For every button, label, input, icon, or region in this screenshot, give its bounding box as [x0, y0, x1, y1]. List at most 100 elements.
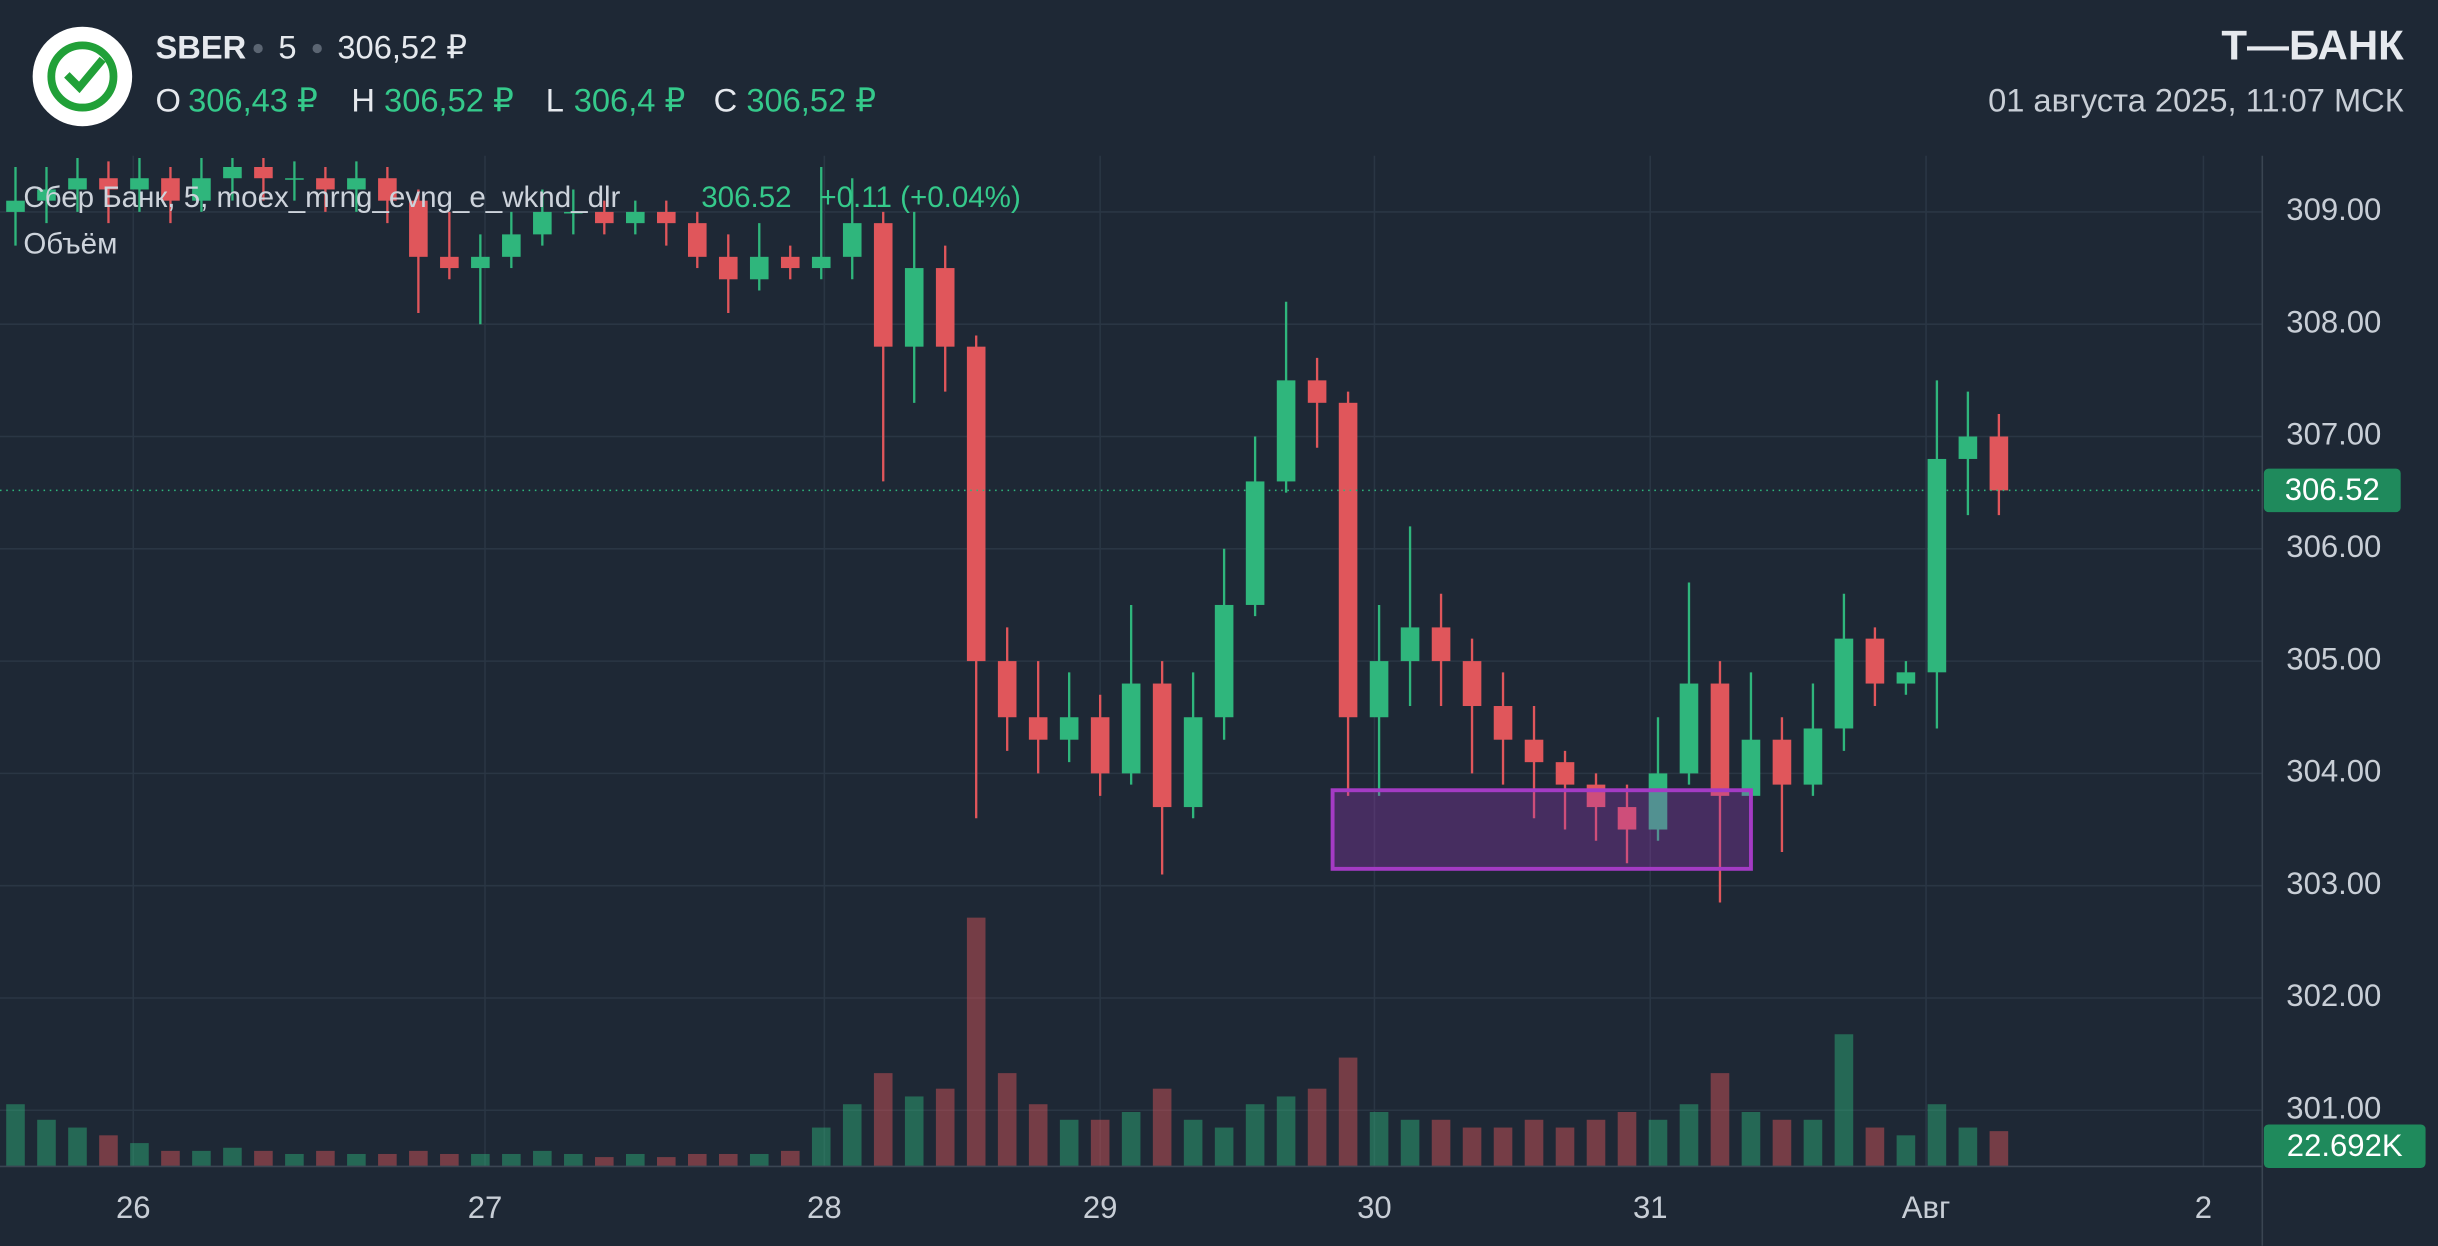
candle-body [192, 178, 211, 201]
candle-body [873, 223, 893, 347]
ohlc-value: 306,43 ₽ [188, 82, 318, 119]
y-tick-label: 303.00 [2286, 866, 2381, 901]
range-box [1330, 788, 1753, 871]
candle-body [68, 178, 87, 190]
candle-body [595, 211, 614, 224]
logo-check [64, 56, 106, 94]
candle-body [378, 178, 397, 201]
volume-bar [749, 1153, 769, 1167]
volume-bar [656, 1157, 676, 1167]
candle-body [749, 256, 769, 280]
legend-title: Сбер Банк, 5, moex_mrng_evng_e_wknd_dlr [23, 181, 620, 214]
ohlc-value: 306,52 ₽ [384, 82, 514, 119]
candle-body [1276, 380, 1296, 482]
last-price-badge [2263, 468, 2401, 513]
volume-bar [285, 1153, 304, 1167]
candle-body [1958, 436, 1978, 459]
candle-body [99, 178, 118, 190]
candle-body [285, 178, 304, 180]
volume-bar [1059, 1119, 1079, 1167]
ohlc-value: 306,52 ₽ [746, 82, 876, 119]
volume-bar [1710, 1073, 1730, 1167]
candle-body [1648, 773, 1668, 830]
volume-bar [842, 1104, 862, 1167]
candle-body [1028, 717, 1048, 740]
volume-bar [6, 1104, 25, 1167]
volume-bar [1617, 1111, 1637, 1167]
candle-body [626, 211, 645, 224]
last-price-label: 306.52 [2285, 472, 2380, 507]
volume-bar [1958, 1127, 1978, 1167]
volume-bar [1555, 1127, 1575, 1167]
volume-bar [99, 1135, 118, 1167]
logo [32, 26, 133, 127]
separator-dot [312, 43, 322, 54]
volume-bar [904, 1096, 924, 1167]
volume-bar [471, 1153, 490, 1167]
candle-body [533, 211, 552, 235]
candle-body [1431, 627, 1451, 662]
ohlc-label: H [351, 82, 375, 119]
volume-bar [378, 1153, 397, 1167]
candle-body [1741, 739, 1761, 796]
candle-body [1555, 762, 1575, 785]
candle-body [161, 178, 180, 201]
volume-bar [1741, 1111, 1761, 1167]
candle-body [1121, 683, 1141, 774]
volume-bar [780, 1150, 800, 1167]
candle-body [1338, 402, 1358, 718]
volume-bar [1338, 1057, 1358, 1167]
candle-body [223, 166, 242, 179]
candle-body [1152, 683, 1172, 808]
candle-body [1307, 380, 1327, 403]
plot-area [0, 155, 2263, 1167]
volume-label: 22.692K [2287, 1128, 2403, 1163]
volume-bar [935, 1088, 955, 1167]
candle-body [1524, 739, 1544, 763]
volume-bar [687, 1153, 707, 1167]
volume-bar [626, 1153, 645, 1167]
candle-body [1679, 683, 1699, 774]
candle-body [1803, 728, 1823, 785]
volume-bar [1896, 1135, 1916, 1167]
volume-bar [997, 1073, 1017, 1167]
candle-body [1369, 661, 1389, 718]
x-tick-label: 30 [1357, 1190, 1392, 1225]
y-tick-label: 306.00 [2286, 529, 2381, 564]
candle-body [440, 256, 459, 269]
volume-bar [966, 917, 986, 1167]
ohlc-value: 306,4 ₽ [574, 82, 686, 119]
candle-body [1059, 717, 1079, 740]
volume-bar [1028, 1104, 1048, 1167]
candle-body [347, 178, 366, 190]
candle-body [254, 166, 273, 179]
x-tick-label: 26 [116, 1190, 151, 1225]
volume-bar [502, 1153, 521, 1167]
volume-bar [1431, 1119, 1451, 1167]
y-tick-label: 309.00 [2286, 192, 2381, 227]
volume-bar [595, 1157, 614, 1167]
candle-body [1927, 458, 1947, 673]
candle-body [409, 200, 428, 257]
x-tick-label: Авг [1902, 1190, 1951, 1225]
ohlc-label: C [714, 82, 738, 119]
candle-body [935, 268, 955, 347]
volume-bar [1989, 1131, 2009, 1167]
volume-bar [533, 1150, 552, 1167]
candle-body [1710, 683, 1730, 796]
volume-legend: Объём [23, 228, 117, 261]
volume-bar [130, 1143, 149, 1167]
separator-dot [253, 43, 263, 54]
candle-body [718, 256, 738, 280]
volume-bar [1152, 1088, 1172, 1167]
candle-body [130, 178, 149, 190]
volume-bar [1183, 1119, 1203, 1167]
volume-badge [2263, 1124, 2426, 1168]
candle-body [1896, 672, 1916, 684]
candle-body [811, 256, 831, 269]
legend-change: +0.11 (+0.04%) [819, 181, 1020, 214]
volume-bar [1462, 1127, 1482, 1167]
brand: Т—БАНК [2221, 22, 2404, 69]
logo-ring [47, 41, 118, 112]
volume-bar [192, 1150, 211, 1167]
